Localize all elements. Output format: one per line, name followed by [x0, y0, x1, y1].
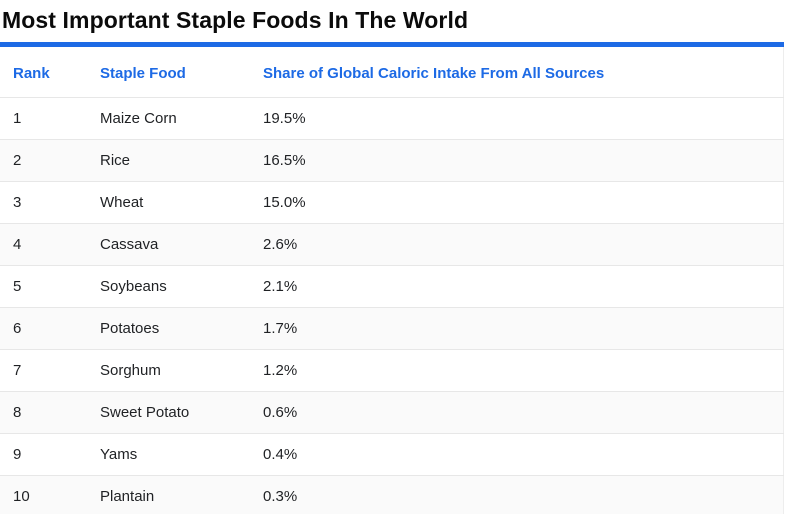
- cell-share: 19.5%: [250, 97, 784, 140]
- table-row: 7 Sorghum 1.2%: [0, 349, 784, 392]
- cell-food: Wheat: [87, 181, 250, 224]
- title-divider: [0, 42, 784, 47]
- table-row: 3 Wheat 15.0%: [0, 181, 784, 224]
- col-header-food: Staple Food: [100, 65, 186, 82]
- cell-share: 1.2%: [250, 349, 784, 392]
- cell-share: 1.7%: [250, 307, 784, 350]
- table-row: 5 Soybeans 2.1%: [0, 265, 784, 308]
- cell-share: 0.6%: [250, 391, 784, 434]
- table-header: Rank Staple Food Share of Global Caloric…: [0, 47, 784, 98]
- header-row: Rank Staple Food Share of Global Caloric…: [0, 47, 784, 98]
- cell-rank: 4: [0, 223, 87, 266]
- cell-share: 2.6%: [250, 223, 784, 266]
- cell-share: 2.1%: [250, 265, 784, 308]
- table-row: 6 Potatoes 1.7%: [0, 307, 784, 350]
- cell-rank: 1: [0, 97, 87, 140]
- table-row: 2 Rice 16.5%: [0, 139, 784, 182]
- table-row: 10 Plantain 0.3%: [0, 475, 784, 514]
- cell-rank: 8: [0, 391, 87, 434]
- cell-food: Potatoes: [87, 307, 250, 350]
- cell-share: 15.0%: [250, 181, 784, 224]
- cell-food: Rice: [87, 139, 250, 182]
- table-row: 1 Maize Corn 19.5%: [0, 97, 784, 140]
- cell-food: Maize Corn: [87, 97, 250, 140]
- cell-share: 0.4%: [250, 433, 784, 476]
- cell-food: Sweet Potato: [87, 391, 250, 434]
- staple-foods-table: Rank Staple Food Share of Global Caloric…: [0, 47, 784, 514]
- cell-rank: 3: [0, 181, 87, 224]
- table-body: 1 Maize Corn 19.5% 2 Rice 16.5% 3 Wheat …: [0, 97, 784, 514]
- cell-food: Soybeans: [87, 265, 250, 308]
- cell-food: Cassava: [87, 223, 250, 266]
- cell-rank: 5: [0, 265, 87, 308]
- col-header-share: Share of Global Caloric Intake From All …: [263, 65, 605, 82]
- table-row: 9 Yams 0.4%: [0, 433, 784, 476]
- table-row: 8 Sweet Potato 0.6%: [0, 391, 784, 434]
- cell-rank: 6: [0, 307, 87, 350]
- cell-food: Plantain: [87, 475, 250, 514]
- cell-rank: 9: [0, 433, 87, 476]
- cell-share: 16.5%: [250, 139, 784, 182]
- table-row: 4 Cassava 2.6%: [0, 223, 784, 266]
- cell-rank: 2: [0, 139, 87, 182]
- page-title: Most Important Staple Foods In The World: [2, 7, 469, 33]
- cell-share: 0.3%: [250, 475, 784, 514]
- col-header-rank: Rank: [13, 65, 50, 82]
- cell-food: Yams: [87, 433, 250, 476]
- cell-food: Sorghum: [87, 349, 250, 392]
- cell-rank: 7: [0, 349, 87, 392]
- cell-rank: 10: [0, 475, 87, 514]
